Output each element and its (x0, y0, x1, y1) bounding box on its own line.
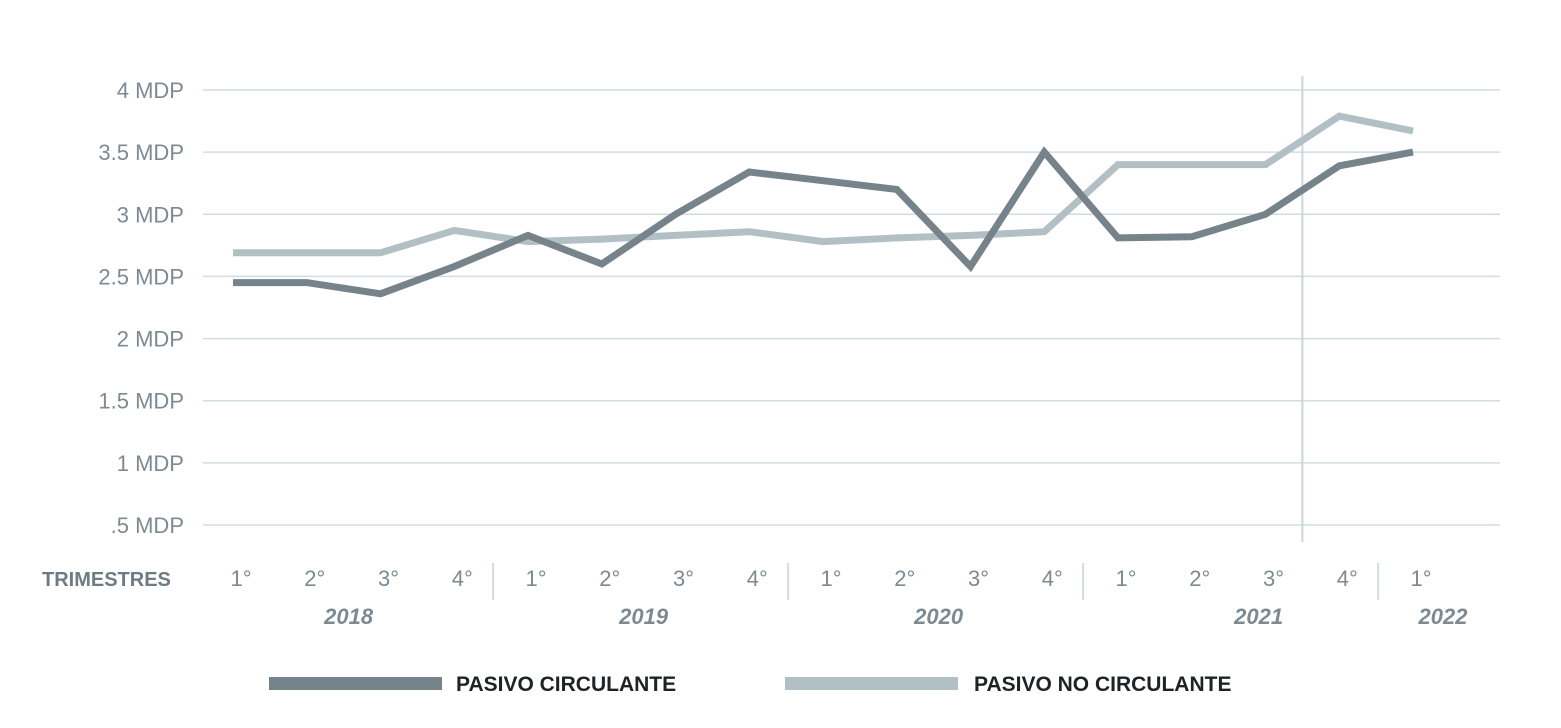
x-tick-label: 2° (1189, 566, 1210, 591)
series-lines (233, 112, 1414, 298)
year-label: 2019 (618, 604, 669, 629)
y-tick-label: 3.5 MDP (98, 140, 184, 165)
x-tick-label: 3° (673, 566, 694, 591)
legend-swatch (269, 677, 442, 690)
gridlines (203, 89, 1500, 526)
legend-label: PASIVO CIRCULANTE (456, 673, 676, 696)
x-tick-label: 4° (1042, 566, 1063, 591)
legend-swatch (785, 677, 958, 690)
year-label: 2022 (1418, 604, 1469, 629)
y-tick-label: 3 MDP (117, 202, 184, 227)
x-tick-label: 1° (230, 566, 251, 591)
x-tick-label: 4° (747, 566, 768, 591)
x-tick-label: 1° (820, 566, 841, 591)
legend: PASIVO CIRCULANTE PASIVO NO CIRCULANTE (269, 673, 1231, 696)
year-label: 2018 (323, 604, 374, 629)
year-label: 2020 (913, 604, 964, 629)
year-label: 2021 (1233, 604, 1283, 629)
x-tick-label: 1° (1115, 566, 1136, 591)
series-line-pasivo-circulante (233, 146, 1414, 298)
x-tick-label: 2° (599, 566, 620, 591)
y-tick-label: 2 MDP (117, 327, 184, 352)
x-tick-label: 2° (894, 566, 915, 591)
x-tick-label: 3° (1263, 566, 1284, 591)
series-line-pasivo-no-circulante (233, 112, 1414, 257)
y-tick-label: 4 MDP (117, 78, 184, 103)
y-axis-ticks: 4 MDP 3.5 MDP 3 MDP 2.5 MDP 2 MDP 1.5 MDP 1 MD… (98, 78, 184, 538)
x-tick-label: 1° (1410, 566, 1431, 591)
y-tick-label: 2.5 MDP (98, 264, 184, 289)
x-tick-label: 3° (378, 566, 399, 591)
y-tick-label: 1.5 MDP (98, 389, 184, 414)
y-tick-label: 1 MDP (117, 451, 184, 476)
x-axis: TRIMESTRES 1° 2° 3° 4° 1° 2° 3° 4° 1° 2° 3° 4° 1° 2° 3… (42, 563, 1468, 629)
x-tick-label: 4° (1337, 566, 1358, 591)
legend-label: PASIVO NO CIRCULANTE (974, 673, 1231, 696)
x-tick-label: 1° (525, 566, 546, 591)
x-axis-title: TRIMESTRES (42, 569, 171, 591)
x-tick-label: 3° (968, 566, 989, 591)
x-tick-label: 4° (452, 566, 473, 591)
x-tick-label: 2° (304, 566, 325, 591)
y-tick-label: .5 MDP (111, 513, 184, 538)
